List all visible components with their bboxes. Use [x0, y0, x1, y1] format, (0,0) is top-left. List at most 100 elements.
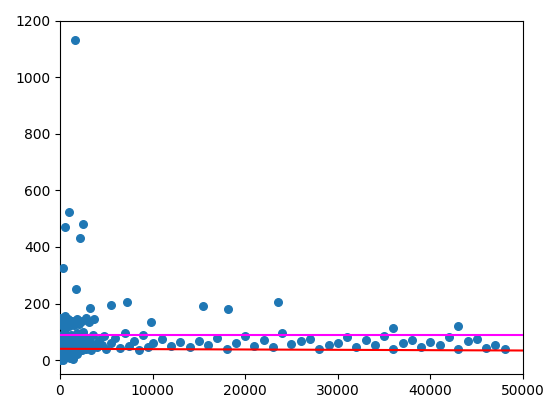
Point — [139, 332, 148, 339]
Point — [231, 340, 240, 347]
Point — [343, 334, 352, 341]
Point — [73, 316, 82, 323]
Point — [398, 340, 407, 347]
Point — [62, 320, 71, 327]
Point — [106, 339, 115, 346]
Point — [66, 341, 74, 348]
Point — [59, 351, 68, 358]
Point — [90, 316, 99, 323]
Point — [185, 344, 194, 351]
Point — [64, 333, 73, 339]
Point — [68, 351, 77, 357]
Point — [59, 317, 68, 324]
Point — [454, 346, 463, 353]
Point — [69, 356, 78, 362]
Point — [194, 337, 203, 344]
Point — [73, 330, 82, 337]
Point — [63, 351, 72, 357]
Point — [57, 339, 66, 346]
Point — [78, 221, 87, 228]
Point — [62, 343, 71, 349]
Point — [67, 331, 76, 338]
Point — [306, 336, 315, 342]
Point — [74, 340, 83, 347]
Point — [58, 346, 67, 352]
Point — [58, 348, 67, 355]
Point — [58, 341, 67, 348]
Point — [59, 352, 68, 358]
Point — [94, 337, 103, 344]
Point — [129, 337, 138, 344]
Point — [87, 347, 96, 354]
Point — [296, 337, 305, 344]
Point — [380, 333, 389, 339]
Point — [352, 344, 361, 351]
Point — [482, 345, 491, 351]
Point — [389, 346, 398, 352]
Point — [115, 345, 124, 351]
Point — [64, 350, 73, 356]
Point — [111, 335, 120, 342]
Point — [60, 351, 69, 358]
Point — [491, 341, 500, 348]
Point — [68, 348, 77, 354]
Point — [78, 328, 87, 335]
Point — [58, 356, 67, 363]
Point — [315, 346, 324, 352]
Point — [70, 37, 79, 44]
Point — [134, 347, 143, 354]
Point — [69, 342, 78, 349]
Point — [58, 354, 67, 361]
Point — [62, 346, 71, 353]
Point — [435, 341, 444, 348]
Point — [287, 340, 296, 347]
Point — [59, 265, 68, 271]
Point — [454, 323, 463, 330]
Point — [57, 354, 66, 361]
Point — [63, 316, 72, 323]
Point — [70, 348, 79, 355]
Point — [58, 353, 67, 359]
Point — [59, 355, 68, 362]
Point — [68, 346, 77, 352]
Point — [259, 337, 268, 343]
Point — [56, 357, 65, 363]
Point — [56, 314, 65, 321]
Point — [82, 338, 91, 345]
Point — [85, 337, 94, 343]
Point — [60, 352, 69, 358]
Point — [81, 334, 90, 341]
Point — [426, 338, 435, 345]
Point — [58, 323, 67, 330]
Point — [85, 318, 94, 325]
Point — [81, 346, 90, 352]
Point — [56, 344, 65, 351]
Point — [59, 348, 68, 355]
Point — [268, 344, 277, 351]
Point — [100, 333, 109, 339]
Point — [63, 349, 72, 356]
Point — [67, 354, 76, 360]
Point — [57, 347, 66, 354]
Point — [64, 353, 73, 359]
Point — [64, 209, 73, 216]
Point — [57, 356, 66, 362]
Point — [148, 340, 157, 347]
Point — [78, 347, 87, 354]
Point — [278, 330, 287, 337]
Point — [176, 338, 185, 345]
Point — [67, 346, 76, 353]
Point — [224, 306, 233, 313]
Point — [67, 348, 76, 354]
Point — [81, 314, 90, 321]
Point — [58, 353, 67, 359]
Point — [250, 343, 259, 349]
Point — [146, 318, 155, 325]
Point — [417, 343, 426, 350]
Point — [72, 286, 81, 293]
Point — [66, 349, 75, 356]
Point — [75, 320, 84, 327]
Point — [120, 330, 129, 337]
Point — [76, 235, 85, 242]
Point — [445, 334, 454, 341]
